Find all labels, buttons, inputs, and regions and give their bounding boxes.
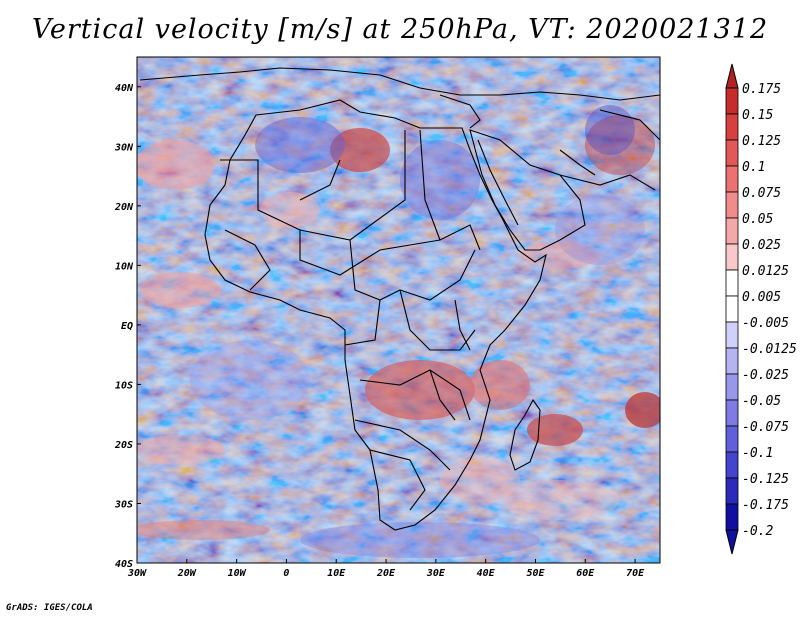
colorbar: 0.175 0.15 0.125 0.1 0.075 0.05 0.025 0.0125 0.0…: [725, 63, 797, 555]
lon-tick-label: 30E: [426, 568, 446, 579]
grads-credit: GrADS: IGES/COLA: [6, 603, 93, 613]
colorbar-label: 0.1: [742, 160, 765, 175]
colorbar-swatch: [725, 87, 739, 115]
lon-tick-label: 20W: [177, 568, 197, 579]
longitude-axis: 30W 20W 10W 0 10E 20E 30E 40E 50E 60E 70E: [127, 559, 645, 579]
lon-tick-label: 20E: [376, 568, 396, 579]
lon-tick-label: 50E: [526, 568, 545, 579]
colorbar-swatch: [725, 191, 739, 219]
lon-tick-label: 0: [283, 568, 289, 579]
plot-frame: [136, 56, 661, 564]
colorbar-label: 0.0125: [742, 264, 789, 279]
lat-tick-label: 20N: [114, 202, 134, 213]
latitude-axis: 40N 30N 20N 10N EQ 10S 20S 30S 40S: [114, 83, 141, 570]
lat-tick-label: 10S: [115, 380, 133, 391]
lon-tick-label: 10W: [228, 568, 247, 579]
colorbar-min-arrow: [725, 529, 739, 555]
colorbar-swatch: [725, 321, 739, 349]
colorbar-max-arrow: [725, 63, 739, 89]
lon-tick-label: 10E: [327, 568, 346, 579]
colorbar-swatch: [725, 451, 739, 479]
chart-title: Vertical velocity [m/s] at 250hPa, VT: 2…: [31, 14, 769, 45]
colorbar-label: -0.075: [742, 420, 789, 435]
colorbar-label: -0.025: [742, 368, 789, 383]
lat-tick-label: 20S: [114, 440, 133, 451]
colorbar-label: -0.125: [742, 472, 789, 487]
lon-tick-label: 60E: [576, 568, 595, 579]
lon-tick-label: 40E: [477, 568, 496, 579]
velocity-field: [137, 57, 660, 563]
colorbar-label: -0.1: [742, 446, 773, 461]
colorbar-swatch: [725, 347, 739, 375]
colorbar-swatch: [725, 477, 739, 505]
lat-tick-label: 40S: [115, 559, 133, 570]
colorbar-label: 0.05: [742, 212, 773, 227]
lon-tick-label: 70E: [626, 568, 645, 579]
colorbar-label: -0.2: [742, 524, 773, 539]
colorbar-label: -0.175: [742, 498, 789, 513]
colorbar-label: 0.075: [742, 186, 781, 201]
colorbar-label: -0.0125: [742, 342, 797, 357]
colorbar-swatch: [725, 165, 739, 193]
colorbar-label: -0.05: [742, 394, 781, 409]
lat-tick-label: 30N: [114, 142, 134, 153]
colorbar-swatch: [725, 373, 739, 401]
colorbar-label: 0.15: [742, 108, 773, 123]
colorbar-swatch: [725, 113, 739, 141]
lat-tick-label: EQ: [121, 321, 133, 332]
colorbar-swatch: [725, 399, 739, 427]
colorbar-swatch: [725, 269, 739, 297]
colorbar-swatch: [725, 425, 739, 453]
colorbar-label: 0.025: [742, 238, 781, 253]
lat-tick-label: 40N: [115, 83, 134, 94]
colorbar-swatch: [725, 243, 739, 271]
colorbar-label: 0.005: [742, 290, 781, 305]
lat-tick-label: 10N: [115, 261, 134, 272]
colorbar-label: 0.125: [742, 134, 781, 149]
coastlines: [139, 67, 660, 531]
colorbar-label: -0.005: [742, 316, 789, 331]
colorbar-swatch: [725, 217, 739, 245]
colorbar-swatch: [725, 295, 739, 323]
lon-tick-label: 30W: [127, 568, 147, 579]
colorbar-swatch: [725, 503, 739, 531]
colorbar-swatch: [725, 139, 739, 167]
colorbar-label: 0.175: [742, 82, 781, 97]
lat-tick-label: 30S: [114, 499, 133, 510]
